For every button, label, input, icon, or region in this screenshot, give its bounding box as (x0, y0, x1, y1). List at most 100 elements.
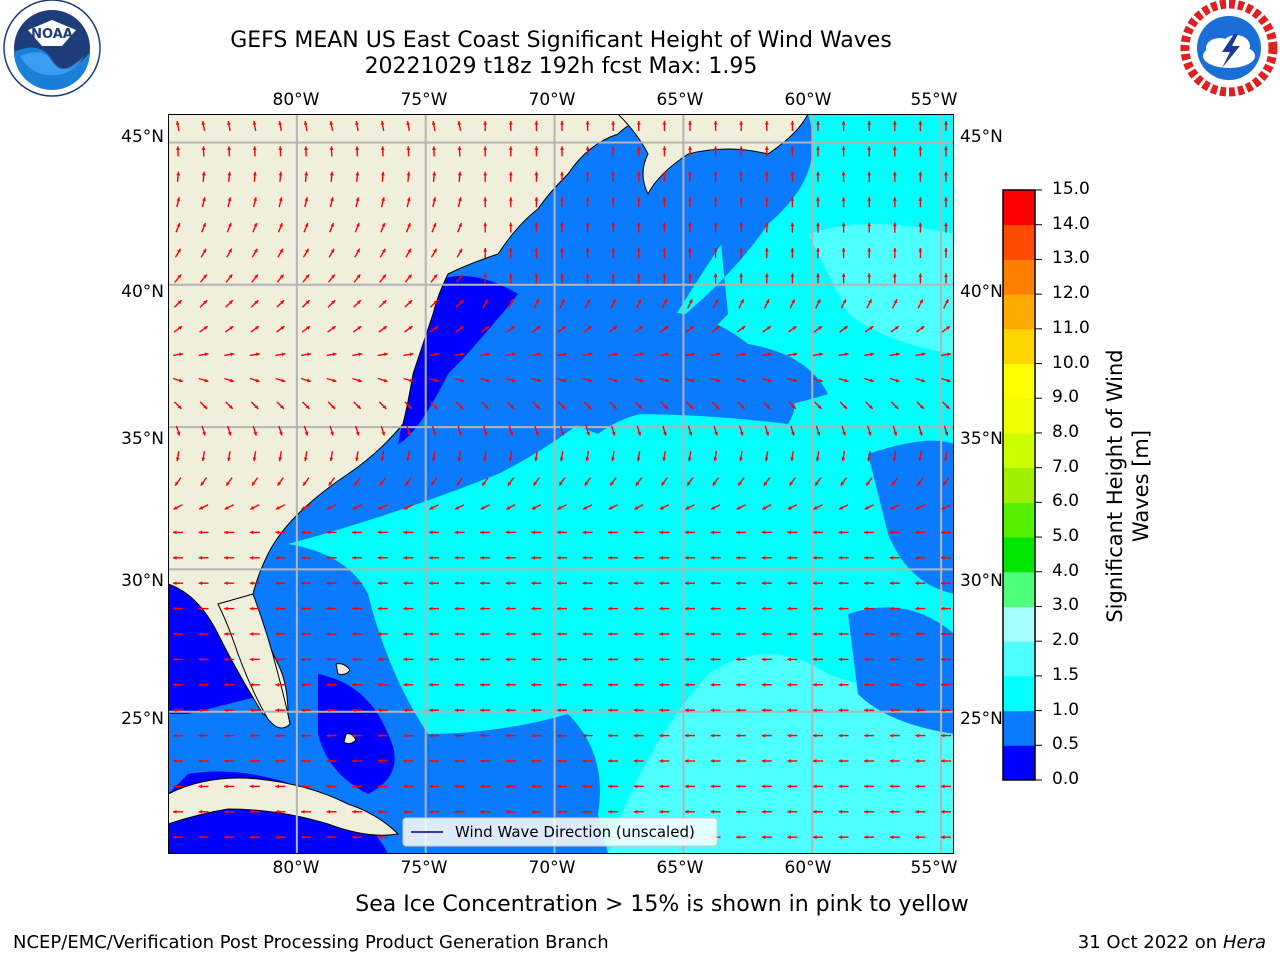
wave-direction-arrowhead (230, 352, 235, 357)
wave-direction-arrowhead (249, 809, 254, 814)
colorbar-swatch (1003, 432, 1035, 469)
wave-direction-arrowhead (921, 378, 926, 383)
wave-direction-arrowhead (203, 300, 208, 305)
wave-direction-arrowhead (817, 299, 821, 304)
wave-direction-arrowhead (176, 197, 181, 202)
wave-direction-arrowhead (864, 530, 868, 535)
wave-direction-arrowhead (352, 835, 356, 840)
wave-direction-arrowhead (356, 248, 360, 253)
wave-direction-arrowhead (816, 273, 820, 277)
wave-direction-arrowhead (201, 171, 206, 176)
wave-direction-arrowhead (431, 481, 435, 486)
wave-direction-arrowhead (173, 606, 177, 611)
wave-direction-arrowhead (457, 457, 462, 462)
wave-direction-arrowhead (560, 197, 564, 201)
wave-direction-arrowhead (685, 581, 689, 586)
wave-direction-arrowhead (356, 300, 361, 305)
wave-direction-arrowhead (301, 506, 306, 510)
wave-direction-arrowhead (838, 733, 843, 738)
wave-direction-arrowhead (864, 784, 868, 789)
wave-direction-arrowhead (377, 657, 382, 662)
wave-direction-arrowhead (557, 581, 561, 586)
wave-direction-arrowhead (250, 506, 255, 510)
wave-direction-arrowhead (381, 171, 385, 176)
wave-direction-arrowhead (510, 326, 515, 330)
wave-direction-arrowhead (531, 632, 535, 636)
wave-direction-arrowhead (355, 431, 360, 436)
wave-direction-arrowhead (659, 809, 663, 814)
colorbar-tick-label: 11.0 (1052, 317, 1090, 338)
wave-direction-arrowhead (633, 784, 638, 789)
wave-direction-arrowhead (531, 555, 535, 560)
wave-direction-arrowhead (813, 784, 817, 789)
wave-direction-arrowhead (480, 759, 484, 763)
wave-direction-arrowhead (531, 506, 536, 510)
wave-direction-arrowhead (612, 405, 617, 409)
wave-direction-arrowhead (354, 481, 358, 486)
wave-direction-arrowhead (789, 481, 794, 486)
wave-direction-arrowhead (613, 326, 618, 330)
wave-direction-arrowhead (585, 457, 590, 462)
wave-direction-arrowhead (249, 708, 254, 713)
wave-direction-arrowhead (738, 481, 742, 486)
lon-label-bottom: 80°W (272, 858, 320, 878)
wave-direction-arrowhead (690, 326, 694, 330)
wave-direction-arrowhead (534, 273, 539, 277)
colorbar-tick-label: 6.0 (1052, 491, 1080, 512)
wave-direction-arrowhead (432, 146, 436, 150)
wave-direction-arrowhead (510, 405, 515, 409)
wave-direction-arrowhead (841, 171, 846, 176)
wave-direction-arrowhead (918, 248, 923, 252)
wave-direction-arrowhead (582, 581, 587, 586)
wave-direction-arrowhead (716, 352, 721, 357)
wave-direction-arrowhead (585, 222, 590, 227)
wave-direction-arrowhead (249, 733, 254, 738)
wave-direction-arrowhead (713, 146, 718, 150)
wave-direction-arrowhead (457, 121, 462, 125)
wave-direction-arrowhead (713, 222, 718, 227)
wave-direction-arrowhead (403, 530, 407, 535)
wave-direction-arrowhead (665, 352, 670, 357)
wave-direction-arrowhead (355, 171, 360, 176)
wave-direction-arrowhead (557, 682, 561, 687)
wave-direction-arrowhead (176, 146, 180, 150)
wave-direction-arrowhead (403, 759, 407, 763)
wave-direction-arrowhead (608, 682, 612, 687)
wave-direction-arrowhead (409, 352, 414, 357)
wave-direction-arrowhead (915, 708, 919, 713)
wave-direction-arrowhead (661, 481, 666, 486)
wave-direction-arrowhead (508, 248, 513, 252)
wave-direction-arrowhead (459, 274, 463, 279)
wave-direction-arrowhead (252, 121, 257, 125)
wave-direction-arrowhead (635, 481, 640, 486)
wave-direction-arrowhead (636, 171, 641, 176)
wave-direction-arrowhead (813, 530, 817, 535)
wave-direction-arrowhead (714, 431, 718, 436)
wave-direction-arrowhead (429, 682, 433, 687)
wave-direction-arrowhead (173, 733, 177, 738)
wave-direction-arrowhead (228, 223, 232, 227)
wave-direction-arrowhead (403, 708, 407, 713)
wave-direction-arrowhead (352, 809, 356, 814)
wave-direction-arrowhead (176, 431, 181, 436)
wave-direction-arrowhead (894, 326, 899, 330)
wave-direction-arrowhead (736, 530, 740, 535)
wave-direction-arrowhead (841, 121, 846, 125)
wave-direction-arrowhead (329, 171, 334, 176)
map-title: GEFS MEAN US East Coast Significant Heig… (230, 28, 892, 53)
wave-direction-arrowhead (534, 171, 539, 176)
wave-direction-arrowhead (892, 273, 897, 277)
wave-direction-arrowhead (505, 581, 510, 586)
wave-direction-arrowhead (173, 759, 177, 763)
wave-direction-arrowhead (406, 197, 411, 202)
colorbar-swatch (1003, 363, 1035, 399)
wave-direction-arrowhead (408, 405, 412, 409)
wave-direction-arrowhead (867, 197, 872, 201)
wave-direction-arrowhead (173, 809, 177, 814)
wave-direction-arrowhead (509, 299, 514, 304)
wave-direction-arrowhead (639, 378, 644, 383)
wave-direction-arrowhead (507, 481, 512, 486)
wave-direction-arrowhead (203, 326, 208, 330)
wave-direction-arrowhead (663, 431, 667, 436)
wave-direction-arrowhead (484, 405, 489, 409)
